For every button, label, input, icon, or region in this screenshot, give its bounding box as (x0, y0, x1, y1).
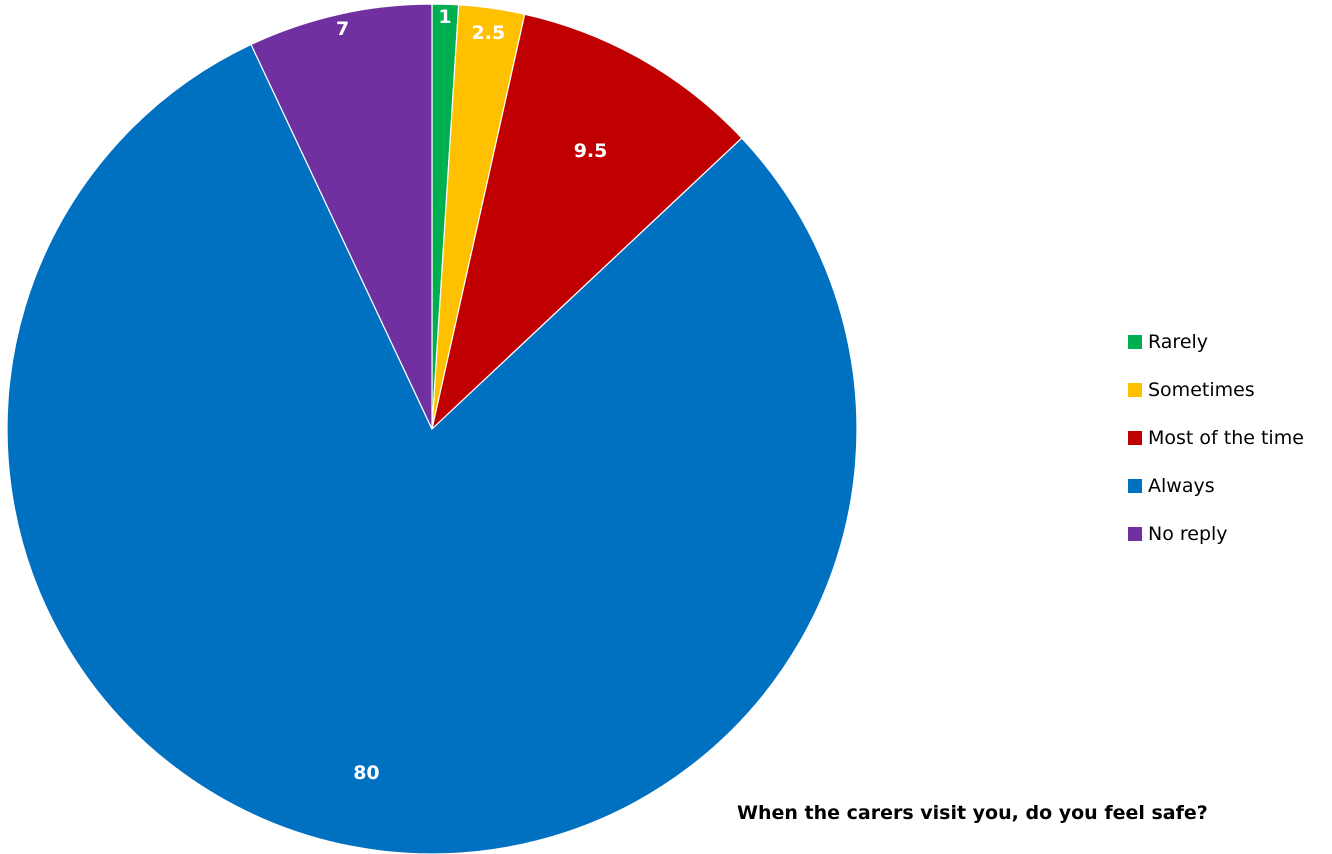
legend-item-sometimes: Sometimes (1128, 366, 1332, 414)
chart-title: When the carers visit you, do you feel s… (737, 802, 1208, 824)
legend-label-always: Always (1148, 475, 1215, 497)
legend-swatch-rarely (1128, 335, 1142, 349)
chart-legend: Rarely Sometimes Most of the time Always… (1128, 318, 1332, 558)
data-label-no-reply: 7 (336, 18, 349, 40)
legend-label-no-reply: No reply (1148, 523, 1228, 545)
legend-item-rarely: Rarely (1128, 318, 1332, 366)
legend-item-most-of-the-time: Most of the time (1128, 414, 1332, 462)
legend-item-no-reply: No reply (1128, 510, 1332, 558)
data-label-most-of-the-time: 9.5 (574, 140, 608, 162)
legend-label-most-of-the-time: Most of the time (1148, 427, 1304, 449)
pie-slice-always (6, 43, 858, 854)
data-label-rarely: 1 (438, 6, 451, 28)
legend-swatch-no-reply (1128, 527, 1142, 541)
legend-swatch-most-of-the-time (1128, 431, 1142, 445)
pie-slices (6, 3, 858, 854)
legend-swatch-sometimes (1128, 383, 1142, 397)
pie-data-labels: 1 2.5 9.5 80 7 (336, 6, 607, 784)
legend-label-rarely: Rarely (1148, 331, 1209, 353)
data-label-always: 80 (353, 762, 379, 784)
legend-item-always: Always (1128, 462, 1332, 510)
pie-slice-no-reply (250, 3, 433, 430)
data-label-sometimes: 2.5 (472, 22, 506, 44)
legend-label-sometimes: Sometimes (1148, 379, 1255, 401)
legend-swatch-always (1128, 479, 1142, 493)
pie-slice-most-of-the-time (430, 13, 743, 431)
